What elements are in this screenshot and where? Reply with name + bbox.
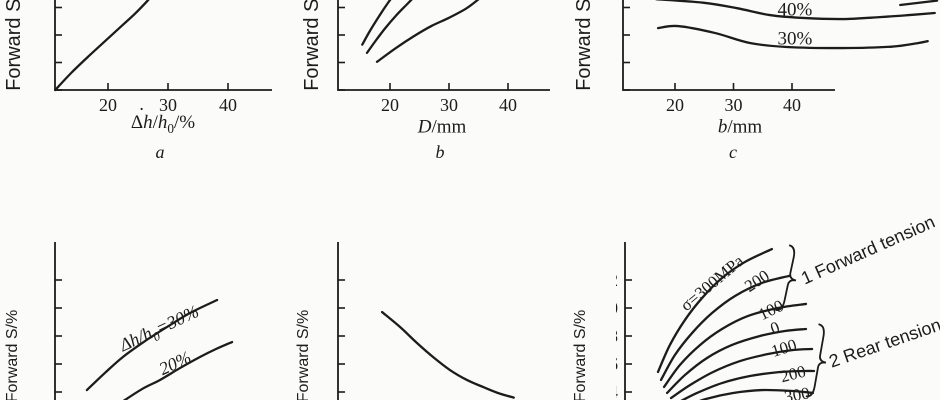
x-tick-label: 30 bbox=[159, 95, 177, 115]
x-tick-label: 30 bbox=[440, 95, 458, 115]
panel-letter-c: c bbox=[729, 142, 737, 162]
curve-curve-1-steepest bbox=[361, 0, 392, 46]
axis-a bbox=[54, 0, 272, 91]
x-tick-label: 20 bbox=[99, 95, 117, 115]
curve-rear-100 bbox=[669, 347, 814, 400]
x-tick-label: 30 bbox=[725, 95, 743, 115]
panel-f-plot: 12 10 8 6 4 bbox=[616, 242, 827, 400]
y-axis-label-f: Forward S/% bbox=[572, 309, 589, 400]
y-tick-label: 8 bbox=[616, 326, 618, 346]
panel-letter-a: a bbox=[155, 142, 165, 162]
curve-forward-200 bbox=[659, 274, 791, 382]
axis-b bbox=[337, 0, 550, 91]
curve-label-c-0: 40% bbox=[777, 0, 813, 21]
y-axis-label-b: Forward S/% bbox=[301, 0, 323, 91]
curve-curve-3-flattest bbox=[375, 0, 480, 63]
x-axis-label-b: D/mm bbox=[417, 116, 467, 138]
y-tick-label: 12 bbox=[616, 270, 618, 290]
y-tick-label: 4 bbox=[616, 382, 618, 400]
y-axis-label-e: Forward S/% bbox=[295, 309, 312, 400]
y-tick-label: 10 bbox=[616, 298, 618, 318]
panel-d-plot: 1210864 bbox=[54, 242, 234, 400]
curve-label-a-0: . bbox=[139, 93, 144, 114]
curve-upper-curve-fragment bbox=[899, 0, 939, 7]
curve-forward-100 bbox=[662, 302, 808, 389]
x-tick-label: 40 bbox=[783, 95, 801, 115]
x-tick-label: 20 bbox=[381, 95, 399, 115]
curve-dh-h0-20pct bbox=[122, 340, 234, 400]
panel-letter-b: b bbox=[435, 142, 445, 162]
curve-dh-h0-30pct bbox=[85, 298, 219, 392]
brace-rear-tension bbox=[805, 323, 827, 398]
curve-label-c-1: 30% bbox=[777, 28, 813, 50]
curve-rear-200 bbox=[680, 369, 816, 400]
curve-label-f-6: 300 bbox=[782, 383, 812, 400]
curve-forward-slip-vs-reduction bbox=[54, 0, 150, 92]
panel-c-plot: 0246203040 bbox=[622, 0, 939, 115]
x-tick-label: 40 bbox=[219, 95, 237, 115]
y-axis-label-a: Forward S/% bbox=[3, 0, 25, 91]
x-axis-label-c: b/mm bbox=[717, 116, 763, 138]
panel-e-plot: 1210864 bbox=[337, 242, 515, 400]
x-tick-label: 20 bbox=[666, 95, 684, 115]
y-axis-label-c: Forward S/% bbox=[573, 0, 595, 91]
curve-curve-2-middle bbox=[365, 0, 413, 55]
x-tick-label: 40 bbox=[499, 95, 517, 115]
panel-a-plot: 0246203040 bbox=[54, 0, 272, 115]
curve-reduction-30pct bbox=[656, 24, 929, 50]
brace-forward-tension bbox=[775, 244, 797, 311]
y-axis-label-d: Forward S/% bbox=[4, 309, 21, 400]
curve-decreasing-curve bbox=[380, 310, 515, 399]
panel-b-plot: 0246203040 bbox=[337, 0, 550, 115]
curve-reduction-40pct bbox=[655, 0, 936, 21]
curve-forward-sigma-300MPa bbox=[656, 247, 774, 374]
curve-sigma-0 bbox=[665, 327, 808, 395]
x-axis-label-a: Δh/h0/% bbox=[130, 111, 196, 136]
y-tick-label: 6 bbox=[616, 354, 618, 374]
